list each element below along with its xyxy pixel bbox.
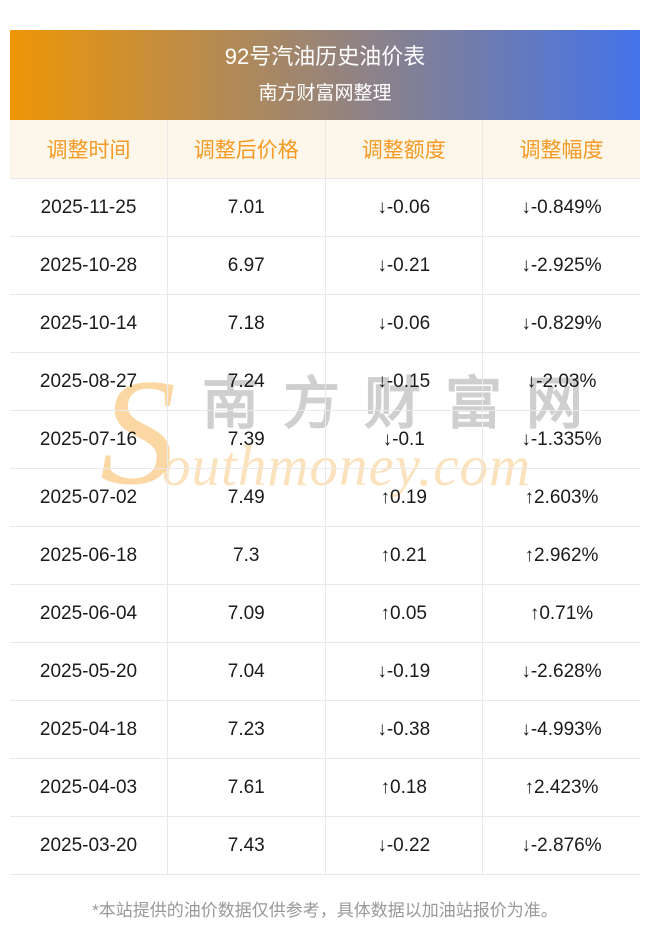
- cell-change-amount: ↓-0.22: [324, 816, 483, 875]
- table-row: 2025-03-20 7.43 ↓-0.22 ↓-2.876%: [10, 816, 640, 875]
- cell-change-percent: ↓-2.925%: [482, 236, 640, 295]
- cell-adjust-date: 2025-08-27: [10, 352, 168, 411]
- table-row: 2025-10-14 7.18 ↓-0.06 ↓-0.829%: [10, 294, 640, 353]
- table-row: 2025-06-18 7.3 ↑0.21 ↑2.962%: [10, 526, 640, 585]
- column-header-2: 调整额度: [324, 120, 483, 179]
- cell-change-amount: ↑0.19: [324, 468, 483, 527]
- table-row: 2025-04-18 7.23 ↓-0.38 ↓-4.993%: [10, 700, 640, 759]
- cell-change-amount: ↓-0.06: [324, 294, 483, 353]
- cell-change-percent: ↑2.423%: [482, 758, 640, 817]
- table-row: 2025-11-25 7.01 ↓-0.06 ↓-0.849%: [10, 178, 640, 237]
- cell-adjust-date: 2025-03-20: [10, 816, 168, 875]
- cell-change-amount: ↓-0.1: [324, 410, 483, 469]
- cell-change-percent: ↑0.71%: [482, 584, 640, 643]
- cell-adjust-date: 2025-06-04: [10, 584, 168, 643]
- cell-price-after: 7.49: [167, 468, 325, 527]
- cell-adjust-date: 2025-07-16: [10, 410, 168, 469]
- cell-price-after: 7.01: [167, 178, 325, 237]
- cell-adjust-date: 2025-06-18: [10, 526, 168, 585]
- table-row: 2025-04-03 7.61 ↑0.18 ↑2.423%: [10, 758, 640, 817]
- banner: 92号汽油历史油价表 南方财富网整理: [10, 30, 640, 120]
- cell-price-after: 7.09: [167, 584, 325, 643]
- table-row: 2025-07-16 7.39 ↓-0.1 ↓-1.335%: [10, 410, 640, 469]
- cell-price-after: 7.23: [167, 700, 325, 759]
- cell-adjust-date: 2025-10-28: [10, 236, 168, 295]
- cell-change-amount: ↓-0.06: [324, 178, 483, 237]
- page: 92号汽油历史油价表 南方财富网整理 S 南方财富网 outhmoney.com…: [0, 30, 650, 941]
- cell-change-percent: ↓-4.993%: [482, 700, 640, 759]
- cell-change-percent: ↓-2.876%: [482, 816, 640, 875]
- cell-price-after: 7.18: [167, 294, 325, 353]
- table-wrap: S 南方财富网 outhmoney.com 调整时间 调整后价格 调整额度 调整幅度 …: [10, 120, 640, 875]
- cell-change-amount: ↑0.21: [324, 526, 483, 585]
- cell-price-after: 6.97: [167, 236, 325, 295]
- cell-change-amount: ↑0.05: [324, 584, 483, 643]
- cell-change-amount: ↓-0.19: [324, 642, 483, 701]
- cell-price-after: 7.61: [167, 758, 325, 817]
- cell-adjust-date: 2025-04-18: [10, 700, 168, 759]
- table-row: 2025-05-20 7.04 ↓-0.19 ↓-2.628%: [10, 642, 640, 701]
- cell-change-amount: ↓-0.38: [324, 700, 483, 759]
- cell-adjust-date: 2025-07-02: [10, 468, 168, 527]
- cell-price-after: 7.04: [167, 642, 325, 701]
- cell-adjust-date: 2025-04-03: [10, 758, 168, 817]
- table-header-row: 调整时间 调整后价格 调整额度 调整幅度: [10, 120, 640, 179]
- column-header-3: 调整幅度: [482, 120, 640, 179]
- cell-price-after: 7.3: [167, 526, 325, 585]
- column-header-0: 调整时间: [10, 120, 168, 179]
- cell-adjust-date: 2025-11-25: [10, 178, 168, 237]
- cell-change-percent: ↓-0.849%: [482, 178, 640, 237]
- table-row: 2025-07-02 7.49 ↑0.19 ↑2.603%: [10, 468, 640, 527]
- footer-disclaimer: *本站提供的油价数据仅供参考，具体数据以加油站报价为准。: [92, 901, 558, 920]
- price-table: 调整时间 调整后价格 调整额度 调整幅度 2025-11-25 7.01 ↓-0.06 ↓-…: [10, 120, 640, 875]
- cell-change-percent: ↑2.962%: [482, 526, 640, 585]
- page-subtitle: 南方财富网整理: [258, 83, 392, 105]
- cell-adjust-date: 2025-10-14: [10, 294, 168, 353]
- cell-change-amount: ↓-0.15: [324, 352, 483, 411]
- table-row: 2025-08-27 7.24 ↓-0.15 ↓-2.03%: [10, 352, 640, 411]
- cell-change-amount: ↓-0.21: [324, 236, 483, 295]
- table-row: 2025-06-04 7.09 ↑0.05 ↑0.71%: [10, 584, 640, 643]
- cell-price-after: 7.24: [167, 352, 325, 411]
- column-header-1: 调整后价格: [167, 120, 325, 179]
- cell-price-after: 7.39: [167, 410, 325, 469]
- cell-change-percent: ↓-1.335%: [482, 410, 640, 469]
- page-title: 92号汽油历史油价表: [224, 43, 426, 69]
- cell-price-after: 7.43: [167, 816, 325, 875]
- cell-change-percent: ↓-0.829%: [482, 294, 640, 353]
- table-row: 2025-10-28 6.97 ↓-0.21 ↓-2.925%: [10, 236, 640, 295]
- cell-adjust-date: 2025-05-20: [10, 642, 168, 701]
- cell-change-amount: ↑0.18: [324, 758, 483, 817]
- cell-change-percent: ↓-2.03%: [482, 352, 640, 411]
- cell-change-percent: ↑2.603%: [482, 468, 640, 527]
- cell-change-percent: ↓-2.628%: [482, 642, 640, 701]
